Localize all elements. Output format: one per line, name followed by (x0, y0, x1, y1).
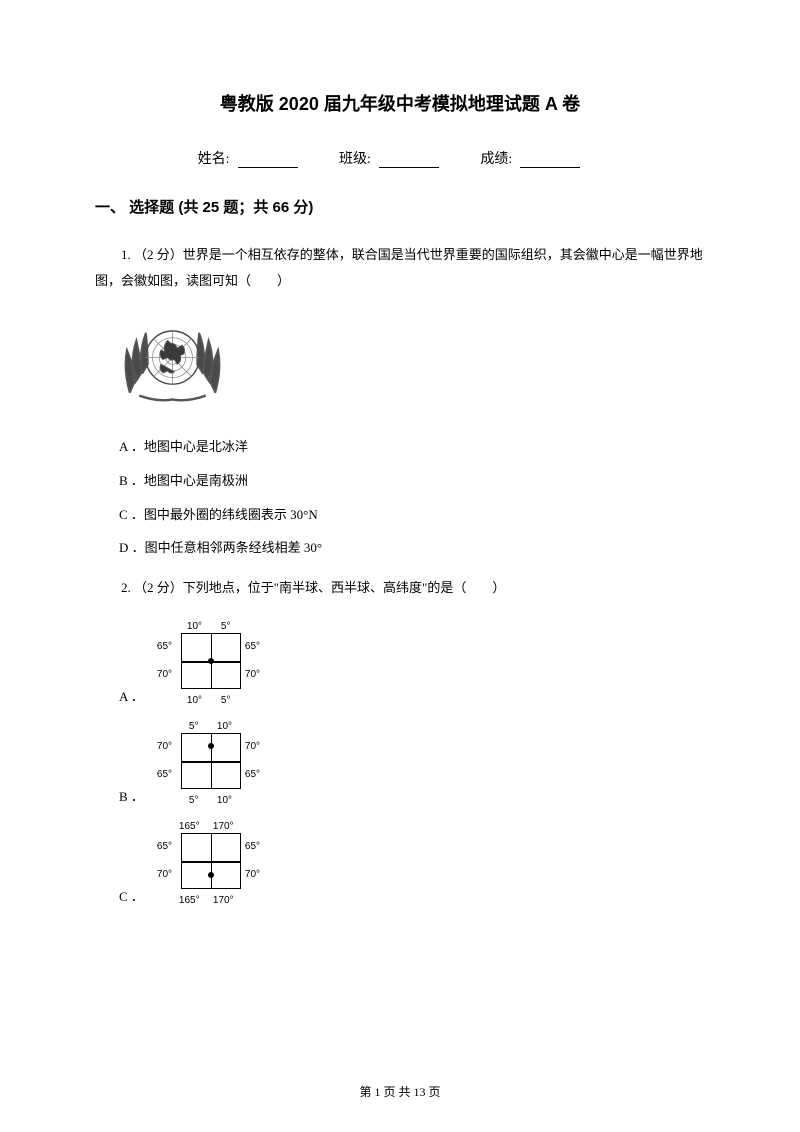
q1-option-a: A ．地图中心是北冰洋 (119, 430, 705, 464)
section-1-header: 一、 选择题 (共 25 题；共 66 分) (95, 196, 705, 217)
q2-option-a: A ． 10° 5° 65° 65° 70° 70° 10° 5° (119, 609, 705, 709)
question-1-text: 1. （2 分）世界是一个相互依存的整体，联合国是当代世界重要的国际组织，其会徽… (95, 242, 705, 294)
name-label: 姓名: (198, 152, 230, 167)
question-2-text: 2. （2 分）下列地点，位于"南半球、西半球、高纬度"的是（ ） (95, 575, 705, 601)
class-blank[interactable] (379, 152, 439, 168)
q2-option-c: C ． 165° 170° 65° 65° 70° 70° 165° 170° (119, 809, 705, 909)
q2-option-b: B ． 5° 10° 70° 70° 65° 65° 5° 10° (119, 709, 705, 809)
q2-diagram-a: 10° 5° 65° 65° 70° 70° 10° 5° (157, 619, 265, 709)
q2-option-b-letter: B ． (119, 787, 144, 810)
q2-diagram-b: 5° 10° 70° 70° 65° 65° 5° 10° (157, 719, 265, 809)
name-blank[interactable] (238, 152, 298, 168)
class-label: 班级: (339, 152, 371, 167)
score-label: 成绩: (480, 152, 512, 167)
student-info-line: 姓名: 班级: 成绩: (95, 148, 705, 168)
q1-option-b: B ．地图中心是南极洲 (119, 464, 705, 498)
un-emblem-image (115, 312, 230, 407)
q2-option-c-letter: C ． (119, 887, 144, 910)
q2-option-a-letter: A ． (119, 687, 144, 710)
score-blank[interactable] (520, 152, 580, 168)
q1-option-c: C ．图中最外圈的纬线圈表示 30°N (119, 498, 705, 532)
page-footer: 第 1 页 共 13 页 (0, 1083, 800, 1100)
q1-option-d: D ．图中任意相邻两条经线相差 30° (119, 531, 705, 565)
page-title: 粤教版 2020 届九年级中考模拟地理试题 A 卷 (95, 90, 705, 116)
q2-diagram-c: 165° 170° 65° 65° 70° 70° 165° 170° (157, 819, 265, 909)
